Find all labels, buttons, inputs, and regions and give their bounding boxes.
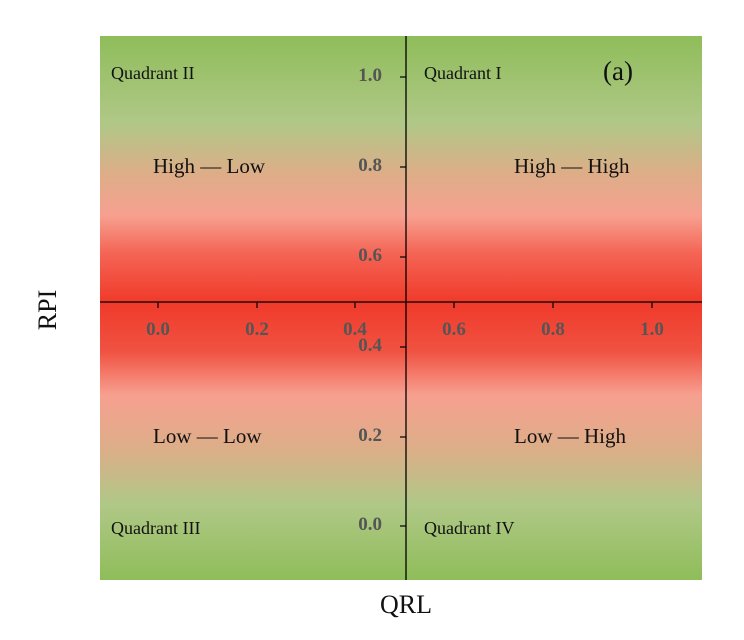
y-tick-label-0-4: 0.4 <box>358 335 382 356</box>
quadrant-i-label: Quadrant I <box>424 63 502 83</box>
quadrant-iii-label: Quadrant III <box>111 518 201 538</box>
x-tick-label-0-8: 0.8 <box>541 319 565 340</box>
gradient-fill <box>100 36 702 580</box>
y-tick-label-1-0: 1.0 <box>358 65 382 86</box>
quadrant-iv-label: Quadrant IV <box>424 518 515 538</box>
high-low-label: High — Low <box>153 154 265 178</box>
low-low-label: Low — Low <box>153 424 262 448</box>
x-axis-title: QRL <box>380 590 432 619</box>
quadrant-ii-label: Quadrant II <box>111 63 195 83</box>
y-ticks <box>400 76 406 527</box>
x-tick-label-0-0: 0.0 <box>146 319 170 340</box>
y-tick-label-0-8: 0.8 <box>358 155 382 176</box>
x-tick-label-1-0: 1.0 <box>640 319 664 340</box>
y-tick-label-0-0: 0.0 <box>358 514 382 535</box>
quadrant-plot: Quadrant II Quadrant I Quadrant III Quad… <box>100 36 702 580</box>
y-tick-label-0-2: 0.2 <box>358 425 382 446</box>
high-high-label: High — High <box>514 154 630 178</box>
y-tick-label-0-6: 0.6 <box>358 245 382 266</box>
x-tick-label-0-2: 0.2 <box>245 319 269 340</box>
quadrant-background <box>100 36 702 580</box>
x-tick-label-0-6: 0.6 <box>442 319 466 340</box>
y-axis-title: RPI <box>33 289 62 331</box>
panel-label: (a) <box>603 56 633 86</box>
x-ticks <box>157 302 653 308</box>
low-high-label: Low — High <box>514 424 626 448</box>
x-tick-label-0-4: 0.4 <box>343 319 367 340</box>
